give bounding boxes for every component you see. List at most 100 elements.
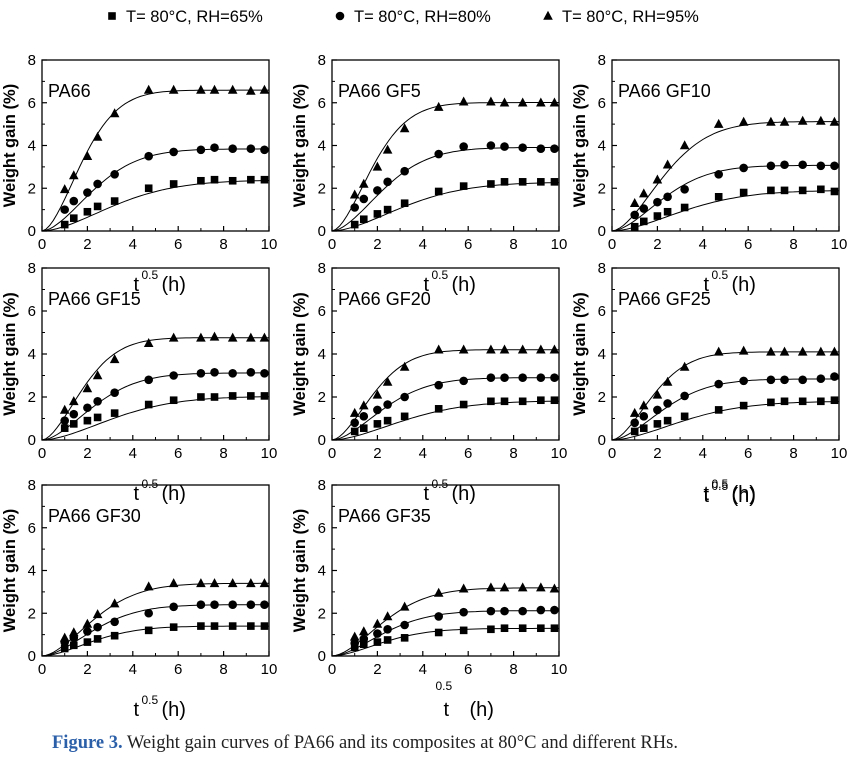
- y-tick-label: 6: [28, 303, 36, 320]
- y-tick-label: 0: [318, 648, 326, 665]
- data-point-circle: [830, 372, 839, 381]
- x-axis-label-unit: (h): [470, 699, 494, 721]
- data-point-triangle: [143, 84, 154, 94]
- data-point-square: [383, 636, 392, 644]
- x-tick-label: 8: [219, 236, 227, 253]
- x-tick-label: 4: [699, 236, 707, 253]
- data-point-square: [434, 187, 443, 196]
- legend-label: T= 80°C, RH=65%: [126, 8, 263, 26]
- data-point-circle: [400, 166, 409, 176]
- data-point-triangle: [779, 346, 790, 356]
- y-tick-label: 0: [318, 432, 326, 449]
- data-point-triangle: [358, 178, 369, 188]
- data-point-square: [93, 635, 102, 643]
- x-axis-label-main: t: [134, 699, 140, 721]
- data-point-circle: [144, 151, 153, 161]
- data-point-square: [537, 178, 545, 186]
- data-point-square: [83, 638, 92, 646]
- data-point-triangle: [738, 345, 749, 355]
- data-point-circle: [246, 600, 256, 609]
- x-axis-label-exponent: 0.5: [712, 268, 729, 282]
- data-point-circle: [739, 163, 748, 173]
- data-point-triangle: [638, 400, 649, 410]
- data-point-square: [210, 622, 219, 630]
- data-point-circle: [459, 376, 468, 386]
- data-point-circle: [459, 142, 468, 151]
- data-point-triangle: [629, 407, 640, 417]
- y-tick-label: 0: [598, 432, 606, 449]
- data-point-circle: [680, 185, 689, 194]
- data-point-square: [169, 396, 178, 405]
- data-point-triangle: [536, 582, 546, 592]
- data-point-circle: [400, 620, 409, 630]
- data-point-circle: [780, 160, 789, 170]
- data-point-square: [383, 205, 392, 214]
- x-axis-label-unit: (h): [732, 483, 756, 505]
- y-tick-label: 8: [28, 52, 36, 69]
- x-axis-label-main: t: [134, 483, 140, 505]
- x-tick-label: 10: [261, 236, 278, 253]
- x-tick-label: 0: [608, 236, 616, 253]
- data-point-square: [373, 420, 382, 428]
- data-point-square: [350, 220, 359, 229]
- data-point-triangle: [536, 97, 546, 107]
- data-point-circle: [359, 194, 369, 204]
- x-tick-label: 2: [653, 445, 661, 462]
- data-point-triangle: [549, 97, 560, 107]
- x-tick-label: 2: [83, 445, 91, 462]
- data-point-triangle: [766, 346, 776, 356]
- data-point-triangle: [92, 131, 103, 141]
- data-point-triangle: [638, 188, 649, 198]
- data-point-circle: [228, 600, 237, 609]
- x-tick-label: 8: [219, 445, 227, 462]
- data-point-square: [817, 185, 825, 194]
- data-point-triangle: [517, 97, 528, 107]
- figure-caption-text: Weight gain curves of PA66 and its compo…: [122, 733, 678, 753]
- data-point-triangle: [196, 84, 206, 94]
- data-point-triangle: [679, 140, 690, 150]
- y-axis-label: Weight gain (%): [1, 292, 19, 415]
- data-point-circle: [434, 612, 443, 621]
- data-point-triangle: [196, 332, 206, 342]
- data-point-triangle: [549, 583, 560, 593]
- figure-caption: Figure 3. Weight gain curves of PA66 and…: [52, 733, 678, 754]
- data-point-square: [400, 412, 409, 421]
- data-point-triangle: [143, 338, 154, 348]
- fit-curve-triangle: [41, 89, 269, 232]
- data-point-square: [680, 412, 689, 421]
- data-point-square: [639, 424, 648, 432]
- data-point-circle: [550, 605, 559, 615]
- data-point-circle: [780, 375, 789, 385]
- x-tick-label: 0: [38, 445, 46, 462]
- data-point-square: [69, 420, 78, 428]
- data-point-square: [260, 392, 269, 400]
- data-point-square: [830, 396, 839, 405]
- data-point-square: [228, 176, 237, 185]
- x-tick-label: 4: [129, 661, 137, 678]
- x-tick-label: 6: [464, 661, 472, 678]
- x-axis-label-exponent: 0.5: [142, 477, 159, 491]
- data-point-square: [518, 178, 527, 186]
- data-point-square: [500, 178, 509, 186]
- data-point-circle: [400, 392, 409, 402]
- data-point-triangle: [399, 361, 410, 371]
- data-point-triangle: [662, 159, 673, 169]
- x-axis-label-exponent: 0.5: [712, 477, 729, 491]
- data-point-square: [780, 397, 789, 406]
- data-point-square: [434, 405, 443, 413]
- x-tick-label: 6: [744, 236, 752, 253]
- panel-title: PA66 GF5: [338, 81, 421, 101]
- data-point-circle: [228, 144, 237, 154]
- fit-curve-triangle: [611, 121, 839, 232]
- data-point-circle: [383, 400, 392, 409]
- x-axis-label-main: t: [704, 274, 710, 296]
- data-point-square: [69, 214, 78, 222]
- data-point-triangle: [713, 346, 724, 356]
- data-point-circle: [434, 380, 443, 390]
- data-point-square: [210, 393, 219, 401]
- data-point-circle: [110, 388, 119, 398]
